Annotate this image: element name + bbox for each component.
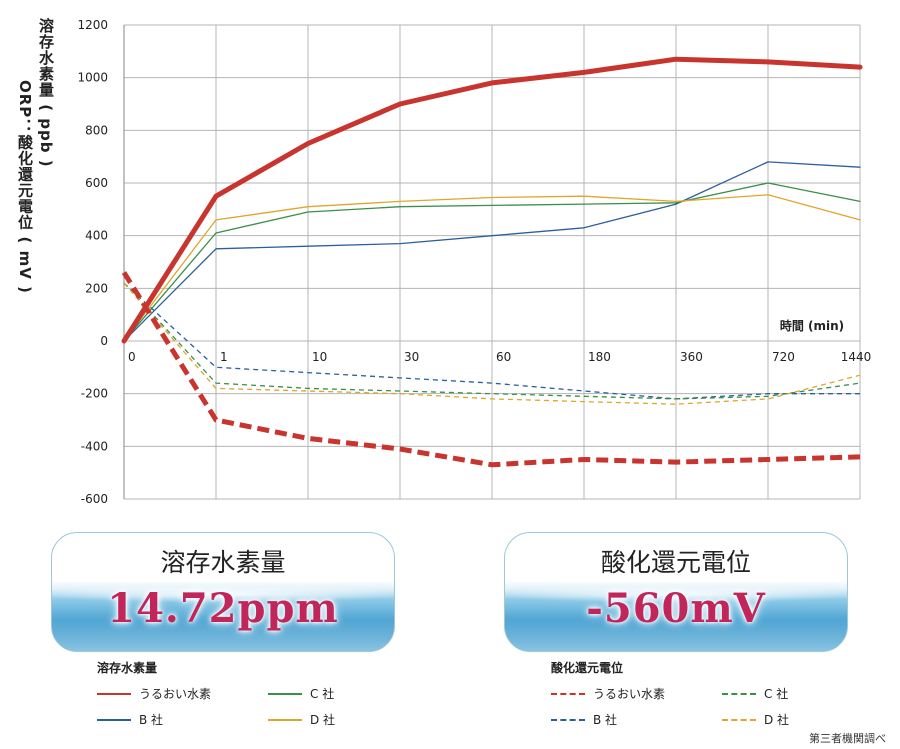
chart-series [121,56,863,468]
y-tick-label: -400 [81,439,108,453]
legend-label: C 社 [310,687,335,701]
legend-orp-title: 酸化還元電位 [551,661,624,675]
orp-panel-title: 酸化還元電位 [600,548,751,577]
legend-label: B 社 [139,713,164,727]
hydrogen-panel-value: 14.72ppm [107,585,339,632]
legend-orp-d: D 社 [722,711,789,728]
legend-swatch [722,692,756,695]
legend-swatch [551,692,585,695]
legend-swatch [97,692,131,695]
x-tick-label: 60 [496,350,511,364]
x-tick-label: 360 [680,350,703,364]
orp-panel-value: -560mV [586,585,766,632]
y-tick-label: 200 [85,281,108,295]
legend-label: C 社 [764,687,789,701]
y-tick-label: -600 [81,492,108,506]
legend-swatch [97,718,131,721]
legend-h2-uruoi: うるおい水素 [97,685,211,702]
y-tick-label: 1200 [77,18,108,32]
legend-orp-uruoi: うるおい水素 [551,685,665,702]
y-tick-label: 400 [85,229,108,243]
series-line-orp-b [123,282,860,400]
chart-ticks: 1200 1000 800 600 400 200 0 -200 -400 -600 0 1 10 30 6… [77,18,871,506]
chart-grid [123,24,861,500]
legend-label: うるおい水素 [593,687,666,701]
x-tick-label: 1 [220,350,228,364]
legend-orp-b: B 社 [551,711,617,728]
legend-h2-c: C 社 [268,685,334,702]
y-tick-label: 0 [100,334,108,348]
y-tick-label: -200 [81,387,108,401]
x-tick-label: 1440 [841,350,872,364]
y-axis-label: 溶存水素量 ( ppb ) ORP：酸化還元電位 ( mV ) [16,18,57,508]
legend-swatch [268,692,302,695]
x-tick-label: 0 [128,350,136,364]
legend-swatch [551,718,585,721]
x-tick-label: 720 [772,350,795,364]
line-chart: 1200 1000 800 600 400 200 0 -200 -400 -600 0 1 10 30 6… [77,18,871,506]
legend-label: うるおい水素 [139,687,212,701]
y-axis-label-orp: ORP：酸化還元電位 ( mV ) [16,80,34,294]
x-tick-label: 180 [588,350,611,364]
legend-orp-c: C 社 [722,685,788,702]
legend-swatch [268,718,302,721]
hydrogen-value-panel: 溶存水素量 14.72ppm [51,532,395,652]
source-footnote: 第三者機関調べ [809,732,886,745]
y-tick-label: 800 [85,123,108,137]
y-axis-label-h2: 溶存水素量 ( ppb ) [37,18,55,168]
y-tick-label: 1000 [77,71,108,85]
legend-h2-b: B 社 [97,711,163,728]
legend-h2-title: 溶存水素量 [97,661,158,675]
legend-swatch [722,718,756,721]
orp-value-panel: 酸化還元電位 -560mV [504,532,848,652]
legend-label: B 社 [593,713,618,727]
series-line-orp-c [123,282,861,400]
x-axis-label: 時間 (min) [780,318,844,333]
hydrogen-panel-title: 溶存水素量 [160,548,286,577]
x-tick-label: 10 [312,350,327,364]
legend-h2-d: D 社 [268,711,335,728]
legend-label: D 社 [764,713,790,727]
y-tick-label: 600 [85,176,108,190]
x-tick-label: 30 [404,350,419,364]
legend-label: D 社 [310,713,336,727]
